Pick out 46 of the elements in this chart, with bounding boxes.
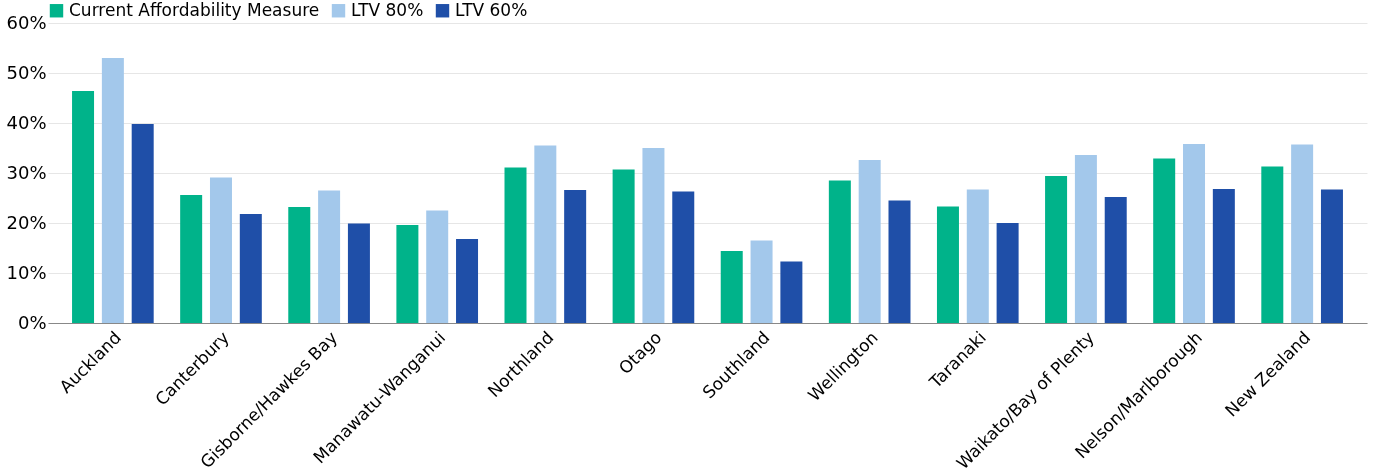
y-tick-label: 30% <box>6 161 47 183</box>
bar <box>1183 144 1206 323</box>
bar <box>101 58 124 323</box>
bar <box>1320 189 1343 323</box>
bar <box>642 148 665 323</box>
y-tick-label: 40% <box>6 111 47 133</box>
bar <box>1045 176 1068 323</box>
bar <box>858 160 881 323</box>
bar <box>239 214 262 323</box>
bar <box>288 207 311 323</box>
bar <box>456 239 479 323</box>
legend-label: LTV 60% <box>455 0 528 20</box>
y-tick-label: 10% <box>6 261 47 283</box>
bar <box>996 223 1019 323</box>
bar <box>564 190 587 323</box>
bar <box>780 261 803 323</box>
bar <box>318 190 341 323</box>
bar <box>1291 144 1314 323</box>
y-tick-label: 60% <box>6 11 47 33</box>
y-tick-label: 20% <box>6 211 47 233</box>
bar <box>672 191 695 323</box>
bar <box>180 195 203 323</box>
bar <box>347 223 370 323</box>
legend-label: LTV 80% <box>351 0 424 20</box>
bar <box>720 251 743 323</box>
bar <box>612 169 635 323</box>
bar <box>1212 189 1235 323</box>
y-tick-label: 50% <box>6 61 47 83</box>
bar <box>504 167 527 323</box>
bar <box>396 225 419 323</box>
bar <box>72 91 95 323</box>
bar <box>750 240 773 323</box>
y-tick-label: 0% <box>17 311 47 333</box>
bar <box>426 210 449 323</box>
bar <box>966 189 989 323</box>
bar <box>828 180 851 323</box>
bar <box>534 145 557 323</box>
bar <box>936 206 959 323</box>
bar <box>1261 166 1284 323</box>
bar <box>1104 197 1127 323</box>
bar <box>209 177 232 323</box>
bar <box>1074 155 1097 323</box>
bar <box>131 124 154 323</box>
legend-label: Current Affordability Measure <box>69 0 320 20</box>
bar <box>1153 158 1176 323</box>
bar <box>888 200 911 323</box>
